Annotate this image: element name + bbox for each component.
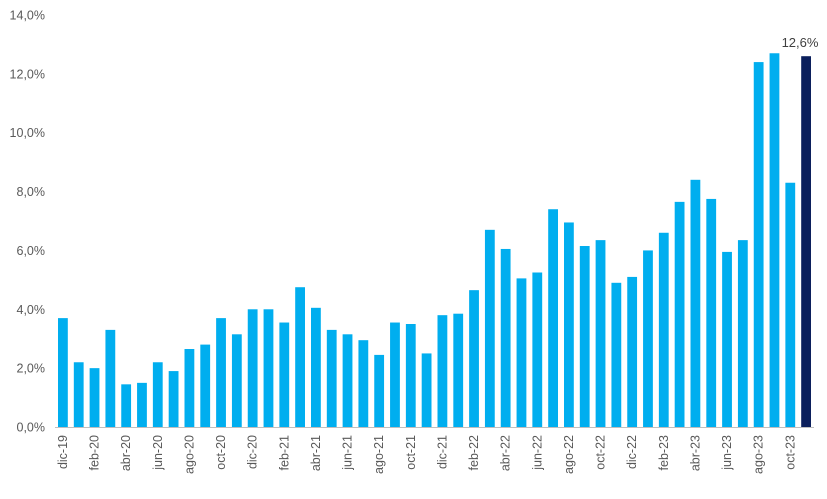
bar [753, 62, 764, 427]
y-tick-label: 2,0% [17, 362, 46, 376]
bar [785, 182, 796, 427]
bar-highlight [801, 56, 811, 427]
bar [390, 322, 400, 427]
x-tick-label: abr-20 [119, 435, 133, 471]
y-axis: 0,0% 2,0% 4,0% 6,0% 8,0% 10,0% 12,0% 14,0% [10, 9, 45, 435]
bar [168, 371, 179, 427]
bar [342, 334, 353, 427]
data-label-last-bar: 12,6% [782, 35, 819, 50]
bar [279, 322, 290, 427]
bar [263, 309, 274, 427]
y-tick-label: 6,0% [17, 244, 46, 258]
x-tick-label: oct-22 [594, 435, 608, 470]
y-tick-label: 4,0% [17, 303, 46, 317]
bar [421, 353, 432, 427]
bar [231, 334, 242, 427]
x-tick-label: abr-22 [499, 435, 513, 471]
y-tick-label: 10,0% [10, 126, 45, 140]
bar [500, 248, 511, 427]
bar [326, 329, 337, 427]
x-tick-label: feb-20 [88, 435, 102, 470]
x-tick-label: oct-20 [214, 435, 228, 470]
bar [184, 349, 195, 427]
bar [121, 384, 132, 427]
bar [674, 201, 685, 427]
bar [216, 318, 226, 427]
x-axis: dic-19 feb-20 abr-20 jun-20 ago-20 oct-20 dic-… [56, 435, 797, 474]
bar [516, 278, 527, 427]
x-tick-label: dic-20 [246, 435, 260, 469]
bar [73, 362, 84, 427]
x-tick-label: ago-20 [182, 435, 196, 474]
bar [137, 382, 147, 427]
x-tick-label: oct-23 [783, 435, 797, 470]
x-tick-label: jun-21 [341, 435, 355, 471]
x-tick-label: jun-23 [720, 435, 734, 471]
bar [374, 354, 385, 427]
bar [595, 240, 606, 427]
bar [89, 368, 100, 427]
bar [152, 362, 163, 427]
bar [295, 287, 305, 427]
bar [437, 315, 448, 427]
x-tick-label: jun-22 [530, 435, 544, 471]
bar [643, 250, 653, 427]
bar [658, 232, 669, 427]
y-tick-label: 14,0% [10, 9, 45, 23]
bar [469, 290, 479, 427]
bar [105, 329, 116, 427]
bar [405, 324, 416, 427]
x-tick-label: ago-23 [752, 435, 766, 474]
x-tick-label: abr-21 [309, 435, 323, 471]
bar [484, 229, 495, 427]
bar [706, 198, 717, 427]
x-tick-label: oct-21 [404, 435, 418, 470]
bar [311, 307, 321, 427]
bar [58, 318, 68, 427]
y-tick-label: 8,0% [17, 185, 46, 199]
bar [358, 340, 369, 427]
bar [453, 313, 464, 427]
x-tick-label: abr-23 [688, 435, 702, 471]
x-tick-label: ago-21 [372, 435, 386, 474]
bar [737, 240, 748, 427]
bar [769, 53, 780, 427]
x-tick-label: ago-22 [562, 435, 576, 474]
bar [548, 209, 558, 427]
y-tick-label: 12,0% [10, 67, 45, 81]
bar [611, 282, 622, 427]
bar [247, 309, 258, 427]
bar [690, 179, 701, 427]
bar [579, 246, 590, 427]
bar [722, 251, 732, 427]
bars [58, 53, 811, 427]
x-tick-label: feb-22 [467, 435, 481, 470]
x-tick-label: jun-20 [151, 435, 165, 471]
x-tick-label: feb-23 [657, 435, 671, 470]
bar [532, 272, 543, 427]
bar [200, 344, 211, 427]
x-tick-label: feb-21 [277, 435, 291, 470]
x-tick-label: dic-19 [56, 435, 70, 469]
x-tick-label: dic-21 [435, 435, 449, 469]
y-tick-label: 0,0% [17, 421, 46, 435]
bar [564, 222, 574, 427]
bar [627, 276, 638, 427]
x-tick-label: dic-22 [625, 435, 639, 469]
